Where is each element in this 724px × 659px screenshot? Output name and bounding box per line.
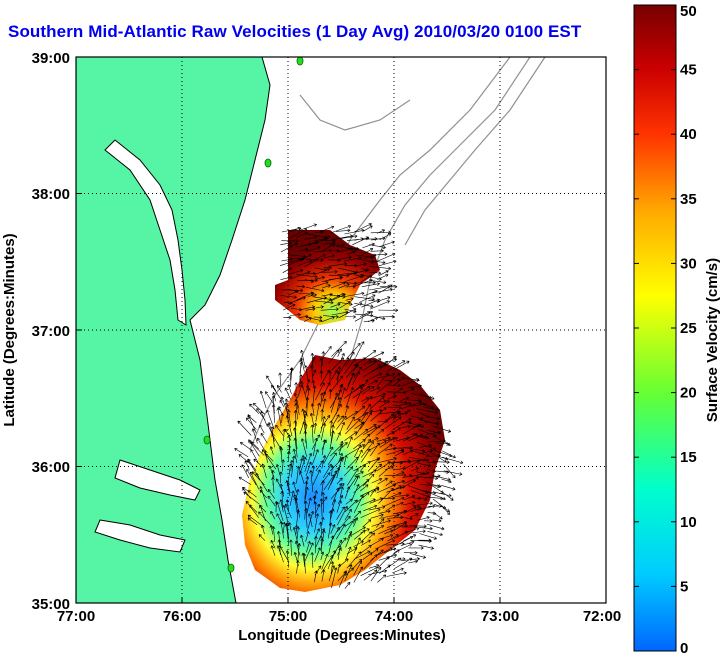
colorbar-tick-label: 50 bbox=[680, 3, 697, 20]
colorbar-label: Surface Velocity (cm/s) bbox=[704, 258, 721, 422]
radar-stations bbox=[203, 57, 304, 573]
velocity-arrow-paths bbox=[234, 223, 464, 589]
x-tick-label: 72:00 bbox=[583, 608, 621, 625]
x-tick-label: 75:00 bbox=[269, 608, 307, 625]
y-tick-labels: 39:00 38:00 37:00 36:00 35:00 bbox=[32, 50, 70, 613]
x-tick-label: 76:00 bbox=[163, 608, 201, 625]
map-title: Southern Mid-Atlantic Raw Velocities (1 … bbox=[8, 22, 582, 41]
colorbar-tick-label: 35 bbox=[680, 191, 697, 208]
axis-ticks bbox=[76, 193, 501, 603]
colorbar-tick-label: 5 bbox=[680, 578, 688, 595]
colorbar-tick-label: 45 bbox=[680, 62, 697, 79]
x-axis-label: Longitude (Degrees:Minutes) bbox=[238, 627, 446, 644]
x-tick-label: 73:00 bbox=[481, 608, 519, 625]
colorbar: 0 5 10 15 20 25 30 35 40 45 50 Surface Velocity (c… bbox=[633, 3, 721, 657]
y-tick-label: 37:00 bbox=[32, 323, 70, 340]
grid-lines bbox=[76, 57, 606, 603]
colorbar-tick-label: 20 bbox=[680, 385, 697, 402]
y-tick-label: 38:00 bbox=[32, 186, 70, 203]
colorbar-tick-label: 0 bbox=[680, 640, 688, 657]
map-plot-area bbox=[76, 57, 606, 603]
y-tick-label: 35:00 bbox=[32, 596, 70, 613]
velocity-arrows bbox=[234, 223, 464, 589]
colorbar-scale bbox=[633, 4, 677, 652]
x-tick-label: 74:00 bbox=[375, 608, 413, 625]
y-axis-label: Latitude (Degrees:Minutes) bbox=[1, 233, 18, 426]
x-tick-labels: 77:00 76:00 75:00 74:00 73:00 72:00 bbox=[57, 608, 621, 625]
x-tick-label: 77:00 bbox=[57, 608, 95, 625]
y-tick-label: 39:00 bbox=[32, 50, 70, 67]
colorbar-tick-label: 30 bbox=[680, 255, 697, 272]
y-tick-label: 36:00 bbox=[32, 459, 70, 476]
colorbar-tick-label: 40 bbox=[680, 126, 697, 143]
colorbar-tick-label: 15 bbox=[680, 449, 697, 466]
colorbar-tick-label: 25 bbox=[680, 320, 697, 337]
colorbar-tick-label: 10 bbox=[680, 514, 697, 531]
